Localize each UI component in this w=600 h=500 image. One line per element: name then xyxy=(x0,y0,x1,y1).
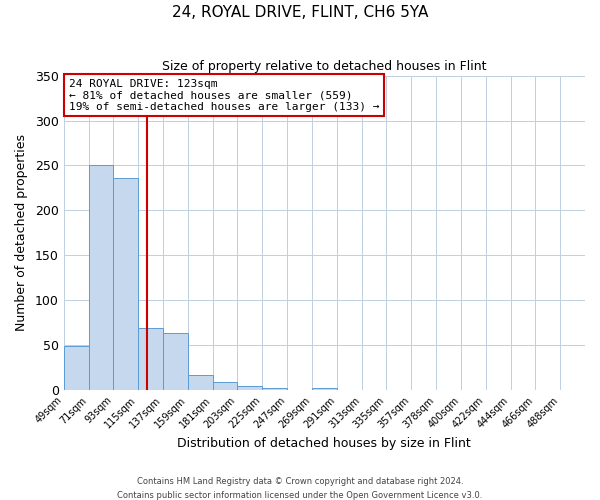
Title: Size of property relative to detached houses in Flint: Size of property relative to detached ho… xyxy=(162,60,487,73)
Y-axis label: Number of detached properties: Number of detached properties xyxy=(15,134,28,332)
Text: 24, ROYAL DRIVE, FLINT, CH6 5YA: 24, ROYAL DRIVE, FLINT, CH6 5YA xyxy=(172,5,428,20)
Bar xyxy=(212,382,238,390)
Bar xyxy=(163,332,188,390)
X-axis label: Distribution of detached houses by size in Flint: Distribution of detached houses by size … xyxy=(178,437,471,450)
Text: Contains HM Land Registry data © Crown copyright and database right 2024.
Contai: Contains HM Land Registry data © Crown c… xyxy=(118,478,482,500)
Bar xyxy=(238,386,262,390)
Bar xyxy=(113,178,138,390)
Bar xyxy=(188,375,212,390)
Bar xyxy=(64,346,89,390)
Text: 24 ROYAL DRIVE: 123sqm
← 81% of detached houses are smaller (559)
19% of semi-de: 24 ROYAL DRIVE: 123sqm ← 81% of detached… xyxy=(69,78,379,112)
Bar xyxy=(138,328,163,390)
Bar xyxy=(89,164,113,390)
Bar xyxy=(262,388,287,390)
Bar xyxy=(312,388,337,390)
